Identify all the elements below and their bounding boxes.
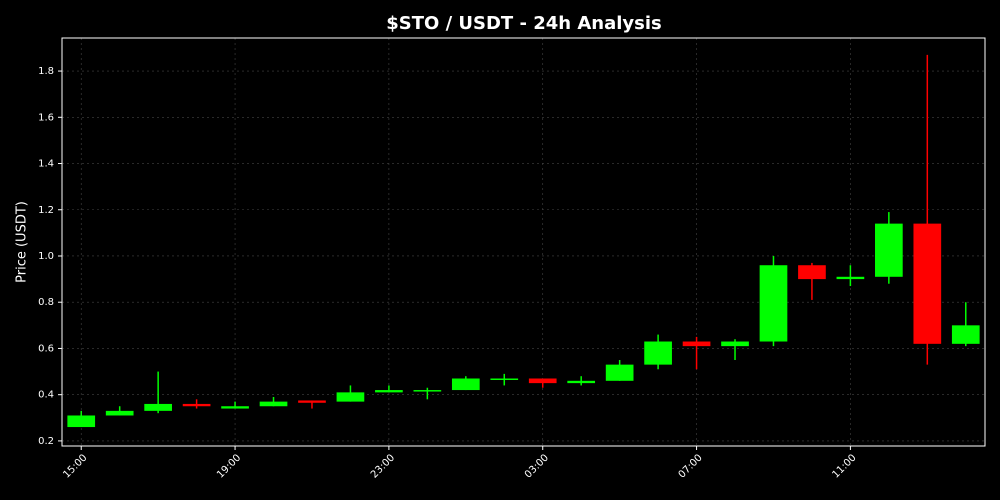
y-tick-label: 1.8 [38, 66, 54, 77]
candle-body [644, 341, 672, 365]
candle-body [682, 341, 711, 347]
y-tick-label: 0.2 [38, 436, 54, 447]
y-tick-label: 0.4 [38, 390, 54, 401]
candle-body [336, 392, 365, 402]
y-tick-label: 1.4 [38, 159, 54, 170]
candle-body [567, 380, 596, 384]
candle-body [913, 223, 942, 344]
chart-title: $STO / USDT - 24h Analysis [386, 13, 662, 34]
y-tick-label: 1.0 [38, 251, 54, 262]
candle-body [182, 403, 211, 407]
y-tick-label: 0.6 [38, 343, 54, 354]
candle-body [836, 276, 865, 280]
candle-body [298, 400, 326, 403]
candle-body [259, 401, 288, 407]
candle-body [375, 390, 403, 393]
candle-body [875, 223, 903, 277]
candle-body [451, 378, 480, 391]
candle-body [413, 390, 442, 392]
y-tick-label: 0.8 [38, 297, 54, 308]
candle-body [605, 364, 634, 381]
y-axis-label: Price (USDT) [15, 201, 30, 283]
y-tick-label: 1.2 [38, 205, 54, 216]
candle-body [221, 406, 249, 409]
candle-body [721, 341, 749, 347]
candle-body [528, 378, 557, 384]
y-tick-label: 1.6 [38, 112, 54, 123]
candle-body [798, 265, 826, 280]
candle-body [759, 265, 788, 342]
candle-body [490, 378, 519, 381]
candle-body [144, 403, 172, 411]
candle-body [67, 415, 96, 428]
candle-body [951, 325, 980, 344]
candle-body [105, 410, 134, 416]
plot-frame [61, 37, 986, 447]
